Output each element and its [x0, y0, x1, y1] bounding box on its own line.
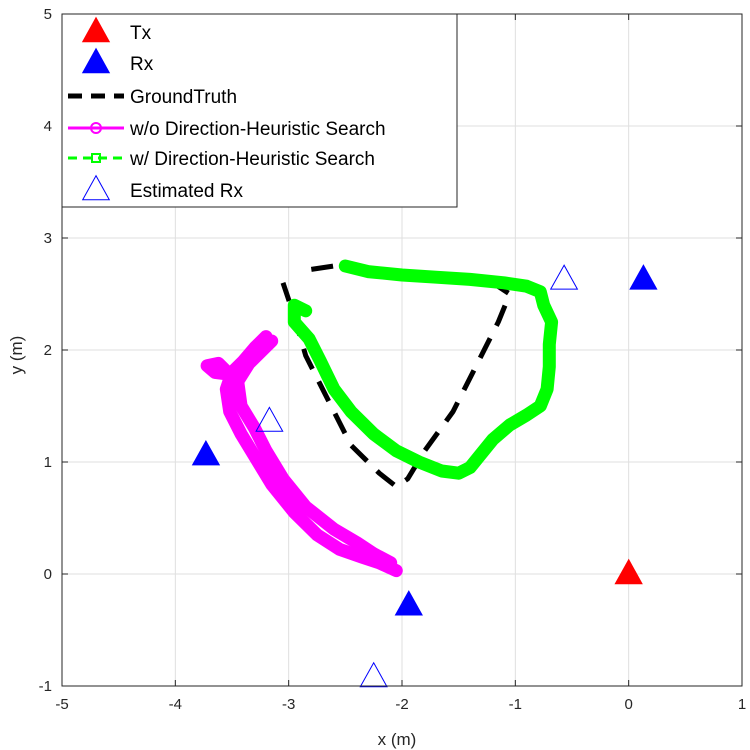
- rx-marker: [191, 439, 221, 466]
- estimated-rx-marker: [359, 661, 388, 688]
- y-tick-label: 0: [44, 566, 52, 583]
- legend-symbol-marker-w-o-direction-heuristic-search: [90, 122, 102, 134]
- x-axis-label: x (m): [378, 730, 417, 749]
- y-tick-label: 1: [44, 454, 52, 471]
- y-tick-label: -1: [39, 678, 52, 695]
- w-o-direction-heuristic-search-trajectory: [200, 356, 239, 382]
- estimated-rx-marker: [255, 406, 284, 432]
- x-tick-label: -4: [169, 696, 182, 713]
- w-direction-heuristic-search-trajectory: [287, 259, 559, 480]
- x-tick-label: -2: [395, 696, 408, 713]
- x-tick-label: 0: [624, 696, 632, 713]
- legend-label-w-o-direction-heuristic-search: w/o Direction-Heuristic Search: [129, 119, 386, 140]
- x-tick-label: -3: [282, 696, 295, 713]
- legend-label-rx: Rx: [130, 54, 154, 75]
- legend: Tx Rx GroundTruth w/o Direction-Heuristic S…: [61, 13, 458, 208]
- rx-marker: [394, 590, 423, 616]
- estimated-rx-marker: [549, 264, 579, 290]
- y-tick-label: 2: [44, 342, 52, 359]
- y-tick-label: 4: [44, 118, 52, 135]
- y-tick-label: 5: [44, 6, 52, 23]
- w-o-direction-heuristic-search-trajectory: [231, 334, 398, 570]
- plot-lines: [200, 259, 559, 578]
- y-axis-label: y (m): [7, 336, 26, 375]
- tx-marker: [614, 558, 643, 585]
- legend-symbol-rx: [81, 47, 111, 74]
- x-tick-label: 1: [738, 696, 746, 713]
- y-tick-label: 3: [44, 230, 52, 247]
- legend-label-w-direction-heuristic-search: w/ Direction-Heuristic Search: [129, 149, 375, 170]
- legend-box: [61, 13, 458, 208]
- legend-symbol-estimated-rx: [81, 174, 111, 201]
- legend-label-tx: Tx: [130, 23, 152, 44]
- legend-symbol-marker-w-direction-heuristic-search: [91, 153, 101, 163]
- legend-symbol-tx: [81, 16, 111, 43]
- rx-marker: [629, 264, 658, 290]
- legend-label-estimated-rx: Estimated Rx: [130, 181, 243, 202]
- x-tick-label: -1: [509, 696, 522, 713]
- w-o-direction-heuristic-search-trajectory: [219, 330, 403, 578]
- x-tick-label: -5: [55, 696, 68, 713]
- legend-label-groundtruth: GroundTruth: [130, 87, 237, 108]
